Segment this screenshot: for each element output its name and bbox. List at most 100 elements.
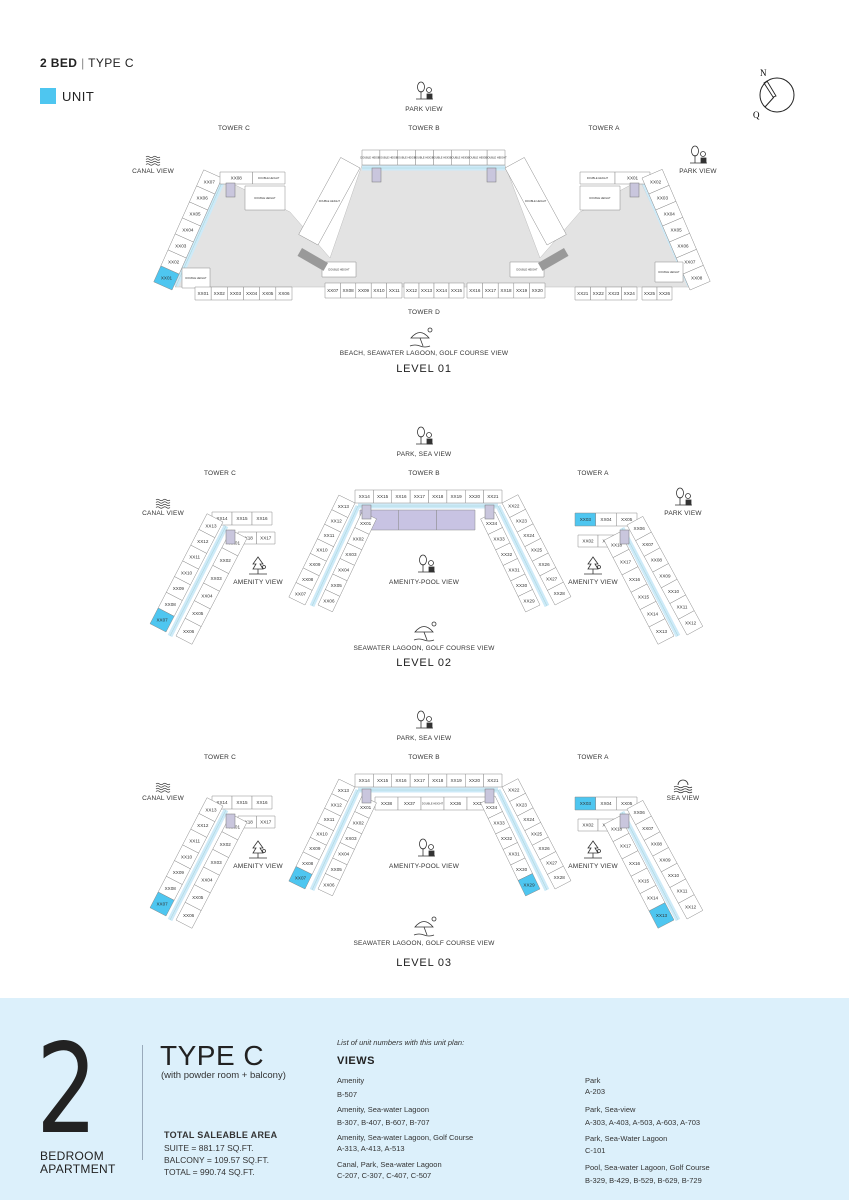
unit-label: XX35 <box>473 801 485 806</box>
unit-label: XX15 <box>236 516 248 521</box>
unit-label: XX13 <box>656 629 668 634</box>
l1-level-title: LEVEL 01 <box>396 363 452 375</box>
unit-label: DOUBLE HEIGHT <box>587 176 609 180</box>
area-title: TOTAL SALEABLE AREA <box>164 1130 278 1140</box>
unit-label: XX32 <box>501 552 513 557</box>
unit-label: XX03 <box>210 576 222 581</box>
corridor-edge <box>621 811 679 921</box>
beach-view-icon <box>409 327 433 348</box>
unit-cell <box>654 261 684 283</box>
l3-tower-b: TOWER B <box>408 754 440 761</box>
unit-label: XX09 <box>358 288 370 293</box>
unit-label: XX14 <box>647 612 659 617</box>
unit-label: XX08 <box>302 861 314 866</box>
unit-label: XX18 <box>432 778 444 783</box>
unit-label: XX12 <box>197 823 209 828</box>
unit-cell <box>251 795 273 810</box>
unit-label: XX11 <box>389 288 400 293</box>
unit-cell <box>251 511 273 526</box>
unit-label: XX06 <box>634 810 646 815</box>
unit-cell <box>621 286 638 301</box>
wing-d_row1: XX07 XX08 XX09 XX10 XX11 <box>324 282 403 299</box>
corridor-edge <box>311 789 359 891</box>
unit-label: XX34 <box>486 805 498 810</box>
unit-label: XX03 <box>580 517 592 522</box>
l3-top-view: PARK, SEA VIEW <box>396 735 452 742</box>
wing-a_top2: DOUBLE HEIGHT <box>579 185 621 211</box>
corridor-edge <box>311 505 359 607</box>
wing-a_diag: XX02 XX03 XX04 XX05 XX06 XX07 XX08 <box>641 169 711 291</box>
lift-core <box>371 167 382 183</box>
unit-label: XX12 <box>197 539 209 544</box>
unit-label: XX24 <box>523 533 535 538</box>
corridor-edge <box>169 525 227 637</box>
unit-cell <box>275 286 293 301</box>
unit-label: XX16 <box>469 288 481 293</box>
unit-label: XX13 <box>656 913 668 918</box>
unit-label: DOUBLE HEIGHT <box>414 156 436 160</box>
l3-amenity-center: AMENITY-POOL VIEW <box>388 863 460 870</box>
unit-label: XX16 <box>629 861 641 866</box>
wing-b_mid <box>359 509 476 531</box>
unit-label: XX15 <box>377 494 389 499</box>
sea-view-icon <box>673 779 693 794</box>
unit-label: XX02 <box>650 179 662 184</box>
unit-label: XX03 <box>580 801 592 806</box>
unit-cell <box>321 261 357 278</box>
unit-label: XX17 <box>620 560 632 565</box>
unit-label: XX10 <box>668 873 680 878</box>
unit-type: TYPE C <box>88 56 134 70</box>
canal-view-icon <box>155 498 171 509</box>
unit-label: XX20 <box>469 494 481 499</box>
unit-label: XX12 <box>331 518 343 523</box>
unit-label: XX04 <box>338 851 350 856</box>
l2-top-view: PARK, SEA VIEW <box>396 451 452 458</box>
park-view-icon <box>416 81 433 100</box>
wing-b_mid: XX38 XX37 DOUBLE HEIGHT XX36 XX35 <box>374 796 491 811</box>
unit-label: DOUBLE HEIGHT <box>589 196 611 200</box>
unit-cell <box>509 261 545 278</box>
unit-label: XX01 <box>161 276 173 281</box>
unit-label: XX08 <box>165 886 177 891</box>
unit-cell <box>317 589 341 613</box>
list-intro: List of unit numbers with this unit plan… <box>337 1038 465 1047</box>
lift-core <box>484 788 495 804</box>
l3-left-view: CANAL VIEW <box>142 795 184 802</box>
unit-label: XX22 <box>508 788 520 793</box>
unit-label: XX06 <box>323 882 335 887</box>
unit-label: XX33 <box>493 536 505 541</box>
wing-c_top: XX14 XX15 XX16 <box>211 511 273 526</box>
unit-label: XX16 <box>395 494 407 499</box>
views-heading: VIEWS <box>337 1055 375 1067</box>
unit-label: XX04 <box>600 801 612 806</box>
unit-label: XX20 <box>469 778 481 783</box>
amenity-view-icon <box>249 556 267 575</box>
unit-cell <box>547 865 572 890</box>
unit-label: XX19 <box>450 778 462 783</box>
unit-label: XX07 <box>684 259 696 264</box>
wing-b_left: DOUBLE HEIGHT <box>298 157 361 246</box>
wing-b_lout: XX13 XX12 XX11 XX10 XX09 XX08 XX07 <box>288 778 356 890</box>
compass-north: N <box>760 68 767 78</box>
l2-tower-c: TOWER C <box>204 470 236 477</box>
view-units: C-207, C-307, C-407, C-507 <box>337 1171 432 1180</box>
unit-label: XX10 <box>316 548 328 553</box>
wing-b_lin: XX01 XX02 XX03 XX04 XX05 XX06 <box>317 795 377 897</box>
unit-cell <box>244 185 286 211</box>
highlighted-unit <box>517 873 541 897</box>
lagoon-golf-view-icon <box>413 621 437 642</box>
area-suite: SUITE = 881.17 SQ.FT. <box>164 1143 254 1153</box>
unit-label: XX08 <box>342 288 354 293</box>
unit-label: XX18 <box>242 536 254 541</box>
unit-label: XX18 <box>500 288 512 293</box>
unit-label: XX32 <box>501 836 513 841</box>
l3-tower-a: TOWER A <box>577 754 609 761</box>
unit-label: XX16 <box>395 778 407 783</box>
amenity-pool-view-icon <box>418 838 435 857</box>
unit-label: XX10 <box>316 832 328 837</box>
stair-block <box>297 248 328 271</box>
wing-b_top: XX14 XX15 XX16 XX17 XX18 XX19 XX20 XX21 <box>354 773 503 788</box>
unit-label: XX02 <box>582 823 594 828</box>
unit-label: XX15 <box>638 878 650 883</box>
unit-label: XX04 <box>338 567 350 572</box>
